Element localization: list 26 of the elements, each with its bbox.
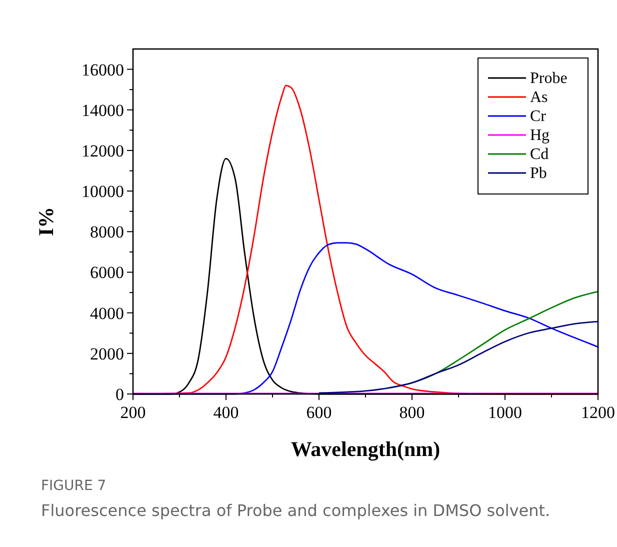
text: Fluorescence spectra of Probe and complexes in DMSO solvent. bbox=[41, 501, 550, 520]
y-axis-title: I% bbox=[34, 206, 58, 236]
x-tick-label: 400 bbox=[213, 403, 239, 422]
legend-label: Hg bbox=[530, 127, 550, 144]
legend-label: Probe bbox=[530, 70, 568, 87]
caption: FIGURE 7 bbox=[41, 478, 106, 494]
legend-label: Pb bbox=[530, 165, 547, 182]
legend-label: As bbox=[530, 89, 548, 106]
legend-label: Cr bbox=[530, 108, 547, 125]
x-tick-label: 1200 bbox=[581, 403, 615, 422]
y-tick-label: 6000 bbox=[90, 263, 124, 282]
legend-label: Cd bbox=[530, 146, 549, 163]
y-tick-label: 0 bbox=[116, 385, 124, 404]
y-tick-label: 10000 bbox=[82, 182, 124, 202]
y-tick-label: 14000 bbox=[82, 100, 124, 120]
x-tick-label: 600 bbox=[306, 403, 332, 422]
y-tick-label: 2000 bbox=[90, 344, 124, 364]
y-tick-label: 12000 bbox=[82, 141, 124, 160]
x-tick-label: 200 bbox=[120, 403, 146, 422]
x-tick-label: 1000 bbox=[488, 403, 522, 422]
x-tick-label: 800 bbox=[399, 403, 425, 422]
line-series bbox=[318, 320, 599, 394]
y-tick-label: 16000 bbox=[82, 60, 124, 80]
x-axis-title: Wavelength(nm) bbox=[290, 437, 440, 461]
y-tick-label: 4000 bbox=[90, 304, 124, 323]
y-tick-label: 8000 bbox=[90, 222, 124, 242]
